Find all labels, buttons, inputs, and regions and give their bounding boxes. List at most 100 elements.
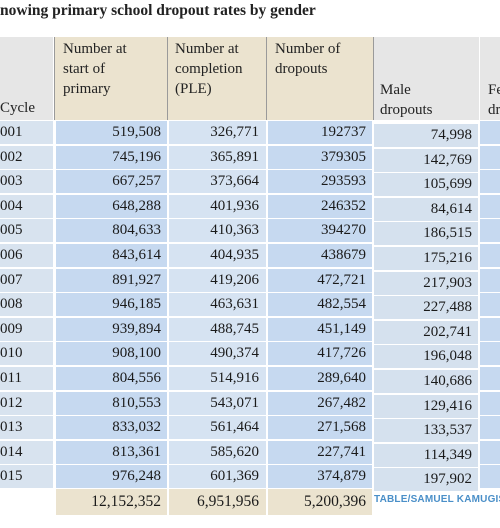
table-row: 002 745,196 365,891 379305 142,769 (0, 145, 500, 172)
divider (266, 37, 267, 120)
header-completion: Number at completion (PLE) (168, 37, 266, 120)
cycle-cell: 008 (0, 293, 53, 317)
male-dropouts-cell: 196,048 (374, 345, 478, 369)
male-dropouts-cell: 105,699 (374, 173, 478, 197)
header-male-line: Male (380, 82, 411, 98)
table-title: nowing primary school dropout rates by g… (0, 2, 316, 19)
table-row: 014 813,361 585,620 227,741 114,349 (0, 440, 500, 467)
start-cell: 804,633 (56, 219, 167, 243)
total-dropouts: 5,200,396 (268, 489, 372, 515)
header-start: Number at start of primary (55, 37, 167, 120)
female-dropouts-cell (480, 440, 500, 464)
start-cell: 976,248 (56, 465, 167, 489)
table-row: 007 891,927 419,206 472,721 217,903 (0, 268, 500, 295)
completion-cell: 561,464 (169, 416, 266, 440)
completion-cell: 463,631 (169, 293, 266, 317)
completion-cell: 404,935 (169, 244, 266, 267)
cycle-cell: 012 (0, 391, 53, 415)
start-cell: 946,185 (56, 293, 167, 317)
header-start-line: start of (63, 61, 106, 77)
header-completion-line: completion (175, 61, 243, 77)
completion-cell: 373,664 (169, 170, 266, 194)
female-dropouts-cell (480, 194, 500, 218)
start-cell: 939,894 (56, 317, 167, 341)
start-cell: 891,927 (56, 268, 167, 292)
start-cell: 813,361 (56, 440, 167, 464)
cycle-cell: 001 (0, 121, 53, 144)
completion-cell: 488,745 (169, 317, 266, 341)
male-dropouts-cell: 186,515 (374, 222, 478, 246)
female-dropouts-cell (480, 268, 500, 292)
completion-cell: 401,936 (169, 194, 266, 218)
male-dropouts-cell: 175,216 (374, 247, 478, 270)
completion-cell: 410,363 (169, 219, 266, 243)
divider (167, 37, 168, 120)
female-dropouts-cell (480, 145, 500, 169)
female-dropouts-cell (480, 293, 500, 317)
dropouts-cell: 374,879 (268, 465, 372, 489)
dropouts-cell: 227,741 (268, 440, 372, 464)
cycle-cell: 004 (0, 194, 53, 218)
table-row: 013 833,032 561,464 271,568 133,537 (0, 415, 500, 443)
header-male: Male dropouts (374, 37, 479, 120)
female-dropouts-cell (480, 244, 500, 267)
male-dropouts-cell: 202,741 (374, 320, 478, 344)
header-cycle: Cycle (0, 100, 35, 116)
table-row: 008 946,185 463,631 482,554 227,488 (0, 292, 500, 320)
female-dropouts-cell (480, 367, 500, 390)
female-dropouts-cell (480, 219, 500, 243)
dropouts-cell: 394270 (268, 219, 372, 243)
start-cell: 648,288 (56, 194, 167, 218)
dropouts-cell: 267,482 (268, 391, 372, 415)
dropouts-cell: 417,726 (268, 342, 372, 366)
completion-cell: 365,891 (169, 145, 266, 169)
completion-cell: 419,206 (169, 268, 266, 292)
total-start: 12,152,352 (56, 489, 167, 515)
completion-cell: 585,620 (169, 440, 266, 464)
female-dropouts-cell (480, 317, 500, 341)
cycle-cell: 010 (0, 342, 53, 366)
header-cycle-cell: Cycle (0, 37, 53, 120)
divider (373, 37, 374, 120)
start-cell: 843,614 (56, 244, 167, 267)
male-dropouts-cell: 129,416 (374, 394, 478, 418)
table-row: 011 804,556 514,916 289,640 140,686 (0, 366, 500, 393)
table-row: 015 976,248 601,369 374,879 197,902 (0, 464, 500, 492)
completion-cell: 490,374 (169, 342, 266, 366)
table-row: 003 667,257 373,664 293593 105,699 (0, 169, 500, 197)
start-cell: 833,032 (56, 416, 167, 440)
male-dropouts-cell: 142,769 (374, 148, 478, 172)
header-dropouts-line: dropouts (275, 61, 328, 77)
male-dropouts-cell: 133,537 (374, 419, 478, 443)
cycle-cell: 015 (0, 465, 53, 489)
table-row: 005 804,633 410,363 394270 186,515 (0, 218, 500, 246)
cycle-cell: 006 (0, 244, 53, 267)
female-dropouts-cell (480, 416, 500, 440)
header-start-line: Number at (63, 41, 127, 57)
male-dropouts-cell: 197,902 (374, 468, 478, 492)
header-male-line: dropouts (380, 102, 433, 118)
table-row: 006 843,614 404,935 438679 175,216 (0, 243, 500, 270)
male-dropouts-cell: 84,614 (374, 197, 478, 221)
header-completion-line: (PLE) (175, 81, 212, 97)
male-dropouts-cell: 114,349 (374, 443, 478, 467)
cycle-cell: 003 (0, 170, 53, 194)
table-row: 004 648,288 401,936 246352 84,614 (0, 194, 500, 221)
start-cell: 908,100 (56, 342, 167, 366)
start-cell: 810,553 (56, 391, 167, 415)
cycle-cell: 007 (0, 268, 53, 292)
header-completion-line: Number at (175, 41, 239, 57)
dropouts-cell: 293593 (268, 170, 372, 194)
table-header: Cycle Number at start of primary Number … (0, 37, 500, 120)
header-female-line: dr (488, 102, 500, 118)
start-cell: 804,556 (56, 367, 167, 390)
cycle-cell: 011 (0, 367, 53, 390)
female-dropouts-cell (480, 465, 500, 489)
male-dropouts-cell: 140,686 (374, 370, 478, 393)
dropouts-cell: 246352 (268, 194, 372, 218)
header-dropouts: Number of dropouts (267, 37, 373, 120)
table-credit: TABLE/SAMUEL KAMUGISHA (374, 494, 500, 505)
female-dropouts-cell (480, 170, 500, 194)
table-row: 012 810,553 543,071 267,482 129,416 (0, 391, 500, 418)
header-female: Fe dr (480, 37, 500, 120)
